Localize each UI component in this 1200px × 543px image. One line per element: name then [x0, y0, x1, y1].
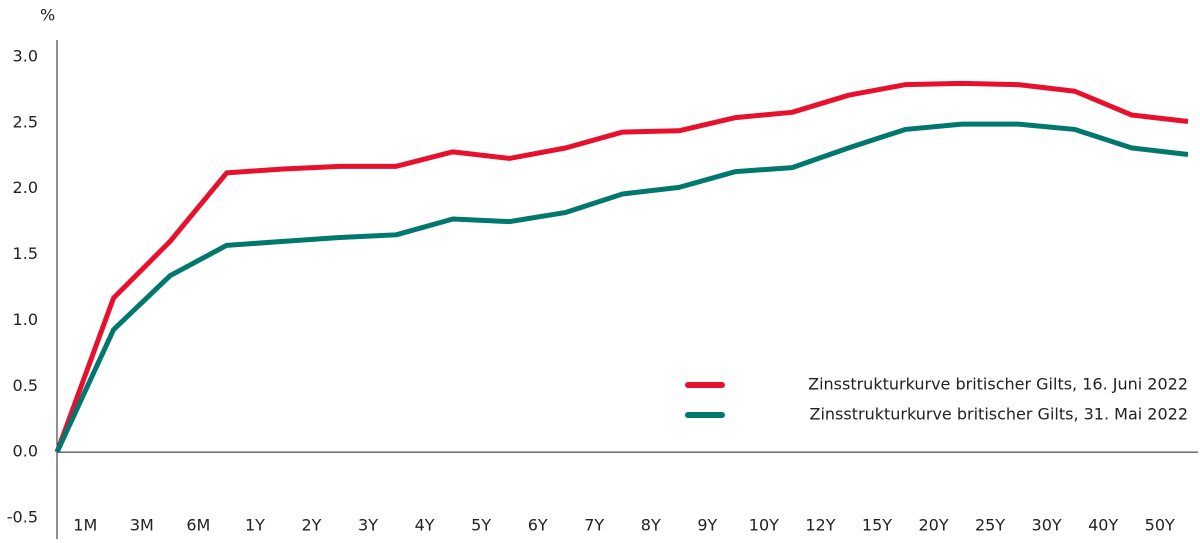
x-tick-label: 10Y — [749, 516, 779, 535]
x-tick-label: 50Y — [1145, 516, 1175, 535]
x-tick-label: 1M — [73, 516, 97, 535]
x-tick-label: 15Y — [862, 516, 892, 535]
x-tick-label: 30Y — [1032, 516, 1062, 535]
legend-label: Zinsstrukturkurve britischer Gilts, 31. … — [810, 405, 1189, 424]
line-series — [54, 80, 1189, 454]
line-series — [54, 121, 1189, 454]
x-tick-label: 4Y — [415, 516, 435, 535]
x-tick-label: 3M — [130, 516, 154, 535]
x-tick-label: 3Y — [358, 516, 378, 535]
y-tick-label: -0.5 — [7, 508, 38, 527]
y-unit: % — [40, 6, 55, 25]
x-tick-label: 8Y — [641, 516, 661, 535]
x-tick-label: 1Y — [245, 516, 265, 535]
x-tick-label: 9Y — [697, 516, 717, 535]
y-tick-label: 1.5 — [13, 244, 38, 263]
y-tick-label: 2.0 — [13, 178, 38, 197]
y-tick-label: 0.0 — [13, 442, 38, 461]
y-tick-label: 1.0 — [13, 310, 38, 329]
x-tick-label: 12Y — [805, 516, 835, 535]
x-tick-label: 7Y — [584, 516, 604, 535]
x-tick-label: 20Y — [918, 516, 948, 535]
x-tick-label: 40Y — [1088, 516, 1118, 535]
x-tick-label: 5Y — [471, 516, 491, 535]
legend-label: Zinsstrukturkurve britischer Gilts, 16. … — [808, 375, 1188, 394]
y-tick-label: 0.5 — [13, 376, 38, 395]
x-tick-label: 25Y — [975, 516, 1005, 535]
x-tick-label: 2Y — [301, 516, 321, 535]
y-tick-label: 2.5 — [13, 112, 38, 131]
x-tick-label: 6Y — [528, 516, 548, 535]
x-tick-label: 6M — [186, 516, 210, 535]
y-tick-label: 3.0 — [13, 47, 38, 66]
